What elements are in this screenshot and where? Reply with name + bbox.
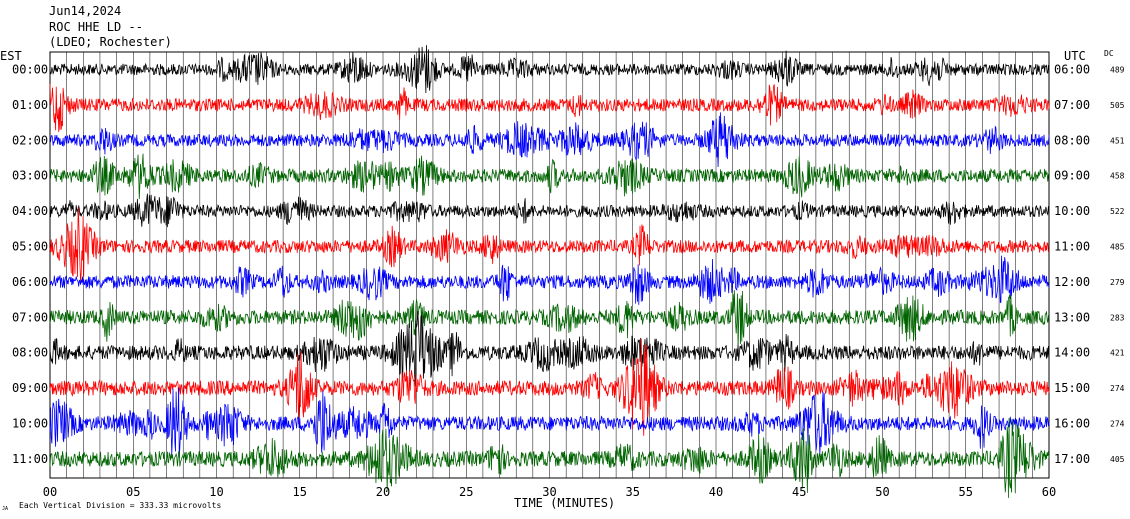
est-hour-label: 07:00 bbox=[12, 310, 48, 324]
utc-hour-label: 16:00 bbox=[1054, 417, 1090, 431]
scale-prefix: JA bbox=[2, 506, 8, 512]
header-date: Jun14,2024 bbox=[49, 4, 121, 18]
x-axis-ticks: 00 05 10 15 20 25 30 35 40 45 50 55 60 bbox=[43, 485, 1056, 499]
x-tick-label: 60 bbox=[1042, 485, 1056, 499]
left-timezone-label: EST bbox=[0, 49, 22, 63]
x-axis-label: TIME (MINUTES) bbox=[514, 496, 615, 510]
x-tick-label: 15 bbox=[293, 485, 307, 499]
est-hour-label: 11:00 bbox=[12, 452, 48, 466]
utc-hour-label: 12:00 bbox=[1054, 275, 1090, 289]
dc-offset-value: 421 bbox=[1110, 349, 1125, 358]
scale-note: Each Vertical Division = 333.33 microvol… bbox=[19, 501, 221, 510]
utc-hour-label: 14:00 bbox=[1054, 346, 1090, 360]
x-tick-label: 20 bbox=[376, 485, 390, 499]
dc-offset-value: 283 bbox=[1110, 313, 1125, 322]
x-tick-label: 50 bbox=[875, 485, 889, 499]
x-tick-label: 25 bbox=[459, 485, 473, 499]
x-tick-label: 00 bbox=[43, 485, 57, 499]
dc-offset-value: 522 bbox=[1110, 207, 1125, 216]
est-hour-label: 08:00 bbox=[12, 346, 48, 360]
utc-hour-label: 09:00 bbox=[1054, 169, 1090, 183]
trace-row-1100 bbox=[49, 418, 1050, 498]
dc-offset-value: 274 bbox=[1110, 420, 1125, 429]
trace-row-0200 bbox=[49, 112, 1050, 168]
est-hour-label: 04:00 bbox=[12, 204, 48, 218]
trace-row-0100 bbox=[49, 83, 1050, 132]
utc-hour-label: 07:00 bbox=[1054, 98, 1090, 112]
row-labels: 00:00 06:00 489 01:00 07:00 505 02:00 08:00 451 0… bbox=[12, 63, 1125, 466]
dc-offset-value: 485 bbox=[1110, 243, 1125, 252]
x-tick-label: 35 bbox=[626, 485, 640, 499]
x-tick-label: 45 bbox=[792, 485, 806, 499]
est-hour-label: 10:00 bbox=[12, 417, 48, 431]
plot-grid bbox=[49, 51, 1050, 479]
est-hour-label: 00:00 bbox=[12, 63, 48, 77]
trace-row-1000 bbox=[49, 387, 1050, 458]
est-hour-label: 01:00 bbox=[12, 98, 48, 112]
x-tick-label: 30 bbox=[542, 485, 556, 499]
dc-label: DC bbox=[1104, 49, 1114, 58]
x-tick-label: 40 bbox=[709, 485, 723, 499]
utc-hour-label: 06:00 bbox=[1054, 63, 1090, 77]
x-tick-label: 10 bbox=[209, 485, 223, 499]
trace-row-0500 bbox=[49, 207, 1050, 283]
seismic-traces bbox=[49, 45, 1050, 498]
est-hour-label: 03:00 bbox=[12, 169, 48, 183]
trace-row-0300 bbox=[49, 153, 1050, 200]
est-hour-label: 05:00 bbox=[12, 240, 48, 254]
trace-row-0900 bbox=[49, 338, 1050, 436]
trace-row-0600 bbox=[49, 255, 1050, 305]
trace-row-0800 bbox=[49, 311, 1050, 387]
dc-offset-value: 505 bbox=[1110, 101, 1125, 110]
dc-offset-value: 458 bbox=[1110, 172, 1125, 181]
utc-hour-label: 17:00 bbox=[1054, 452, 1090, 466]
dc-offset-value: 279 bbox=[1110, 278, 1125, 287]
dc-offset-value: 489 bbox=[1110, 66, 1125, 75]
dc-offset-value: 405 bbox=[1110, 455, 1125, 464]
trace-row-0700 bbox=[49, 290, 1050, 350]
trace-row-0000 bbox=[49, 45, 1050, 94]
est-hour-label: 02:00 bbox=[12, 133, 48, 147]
utc-hour-label: 13:00 bbox=[1054, 310, 1090, 324]
utc-hour-label: 08:00 bbox=[1054, 133, 1090, 147]
est-hour-label: 06:00 bbox=[12, 275, 48, 289]
est-hour-label: 09:00 bbox=[12, 381, 48, 395]
utc-hour-label: 15:00 bbox=[1054, 381, 1090, 395]
utc-hour-label: 10:00 bbox=[1054, 204, 1090, 218]
dc-offset-value: 451 bbox=[1110, 136, 1125, 145]
dc-offset-value: 274 bbox=[1110, 384, 1125, 393]
right-timezone-label: UTC bbox=[1064, 49, 1086, 63]
header-station: ROC HHE LD -- bbox=[49, 20, 143, 34]
utc-hour-label: 11:00 bbox=[1054, 240, 1090, 254]
header-location: (LDEO; Rochester) bbox=[49, 35, 172, 49]
trace-row-0400 bbox=[49, 193, 1050, 228]
x-tick-label: 55 bbox=[959, 485, 973, 499]
x-tick-label: 05 bbox=[126, 485, 140, 499]
